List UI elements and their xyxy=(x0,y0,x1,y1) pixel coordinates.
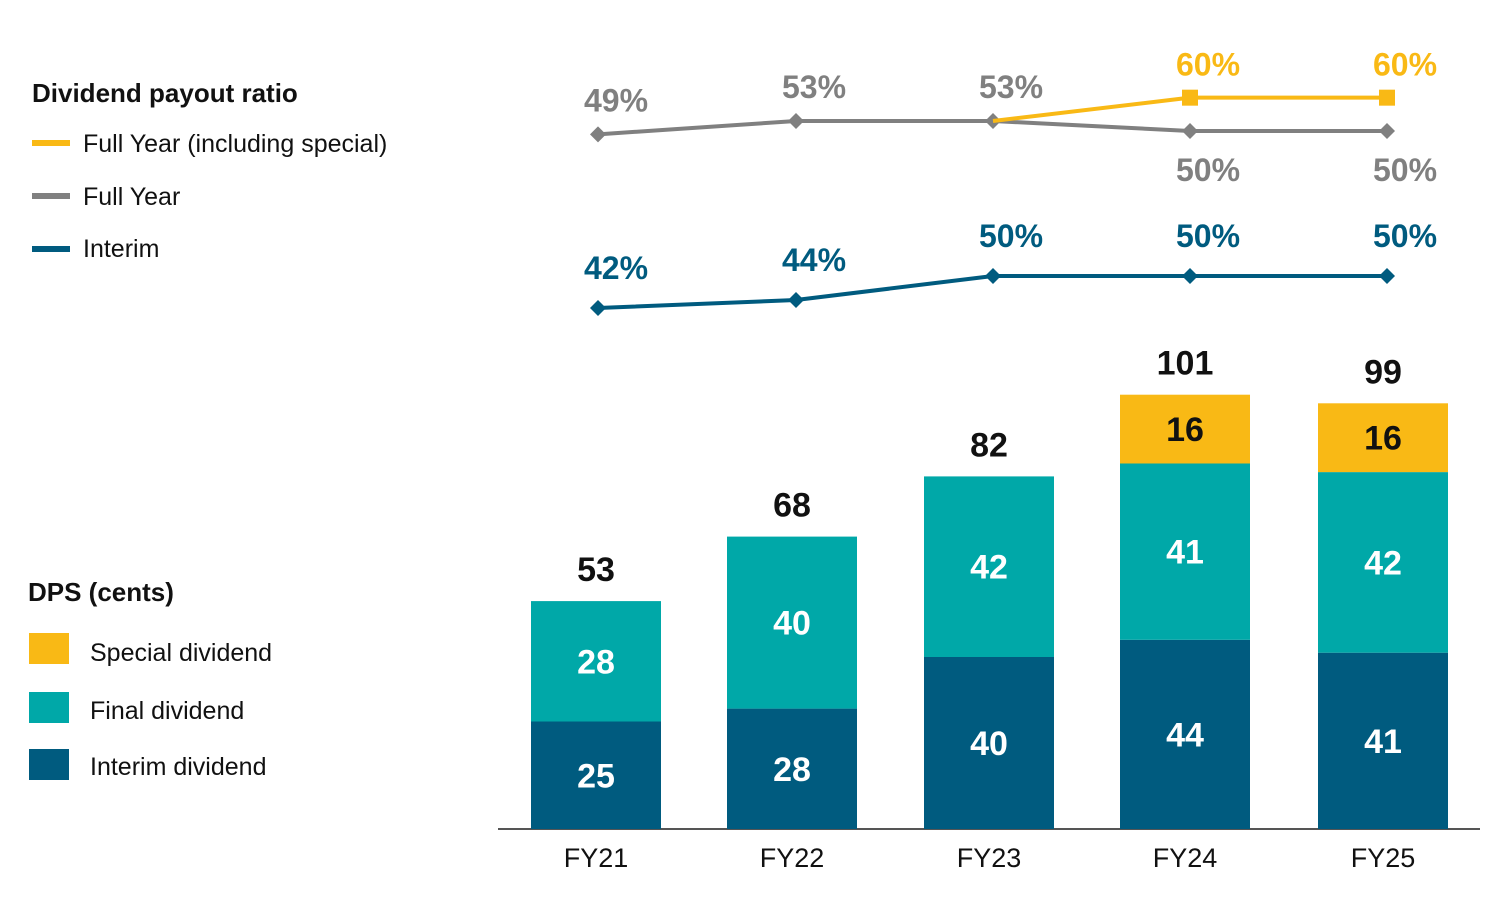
payout-legend-item-interim: Interim xyxy=(32,235,159,263)
total-label-fy25: 99 xyxy=(1364,353,1402,391)
total-label-fy22: 68 xyxy=(773,487,811,525)
data-label-interim-dividend-fy22: 28 xyxy=(773,751,811,789)
dps-legend-swatch-interim xyxy=(29,749,69,780)
bar-segment-final-dividend-fy23 xyxy=(924,476,1054,657)
marker-full-year-fy21 xyxy=(590,126,606,143)
payout-legend-swatch-full-year xyxy=(32,193,70,199)
payout-legend-swatch-interim xyxy=(32,246,70,252)
data-label-final-dividend-fy21: 28 xyxy=(577,643,615,681)
bar-segment-interim-dividend-fy22 xyxy=(727,708,857,829)
dps-legend-item-special: Special dividend xyxy=(29,633,272,667)
marker-full-year-fy24 xyxy=(1182,123,1198,139)
data-label-special-dividend-fy24: 16 xyxy=(1166,411,1204,449)
data-label-interim-dividend-fy24: 44 xyxy=(1166,716,1204,754)
marker-interim-fy24 xyxy=(1182,268,1198,284)
data-label-interim-fy23: 50% xyxy=(979,218,1043,254)
total-label-fy21: 53 xyxy=(577,551,615,589)
data-label-final-dividend-fy24: 41 xyxy=(1166,534,1204,572)
data-label-full-year-including-special-fy24: 60% xyxy=(1176,47,1240,83)
dps-legend-label-interim: Interim dividend xyxy=(90,753,266,781)
bar-segment-interim-dividend-fy23 xyxy=(924,657,1054,829)
bar-segment-final-dividend-fy25 xyxy=(1318,472,1448,653)
dps-legend-item-final: Final dividend xyxy=(29,692,244,725)
bar-segment-special-dividend-fy25 xyxy=(1318,403,1448,473)
data-label-final-dividend-fy25: 42 xyxy=(1364,544,1402,582)
bar-segment-final-dividend-fy21 xyxy=(531,601,661,722)
marker-interim-fy25 xyxy=(1379,268,1395,284)
data-label-interim-fy25: 50% xyxy=(1373,218,1437,254)
dps-legend-swatch-special xyxy=(29,633,69,664)
data-label-special-dividend-fy25: 16 xyxy=(1364,420,1402,458)
data-label-full-year-fy25: 50% xyxy=(1373,152,1437,188)
payout-legend-swatch-full-year-special xyxy=(32,140,70,146)
marker-full-year-including-special-fy24 xyxy=(1182,89,1198,106)
bar-segment-special-dividend-fy24 xyxy=(1120,394,1250,464)
marker-interim-fy21 xyxy=(590,300,606,316)
payout-legend-title: Dividend payout ratio xyxy=(32,78,298,108)
bar-segment-final-dividend-fy24 xyxy=(1120,463,1250,640)
marker-full-year-fy22 xyxy=(788,113,804,130)
total-label-fy23: 82 xyxy=(970,426,1008,464)
dps-legend-swatch-final xyxy=(29,692,69,723)
bar-segment-interim-dividend-fy24 xyxy=(1120,639,1250,829)
x-tick-fy21: FY21 xyxy=(564,843,629,873)
payout-legend-label-full-year: Full Year xyxy=(83,183,180,211)
data-label-full-year-fy23: 53% xyxy=(979,69,1043,105)
payout-legend-item-full-year: Full Year xyxy=(32,183,180,211)
x-tick-fy23: FY23 xyxy=(957,843,1022,873)
x-tick-fy24: FY24 xyxy=(1153,843,1218,873)
marker-full-year-fy25 xyxy=(1379,123,1395,139)
data-label-interim-fy24: 50% xyxy=(1176,218,1240,254)
dps-legend-label-final: Final dividend xyxy=(90,697,244,725)
bar-segment-final-dividend-fy22 xyxy=(727,536,857,709)
payout-legend-label-interim: Interim xyxy=(83,235,159,263)
plot-area: 25 28 53 FY21 28 40 68 FY22 40 42 82 FY23 44 41 16 101 F… xyxy=(531,47,1448,873)
data-label-interim-fy21: 42% xyxy=(584,250,648,286)
x-tick-fy22: FY22 xyxy=(760,843,825,873)
marker-full-year-including-special-fy25 xyxy=(1379,89,1395,106)
payout-legend-item-full-year-special: Full Year (including special) xyxy=(32,130,387,158)
marker-full-year-fy23 xyxy=(985,113,1001,130)
data-label-full-year-including-special-fy25: 60% xyxy=(1373,47,1437,83)
data-label-final-dividend-fy22: 40 xyxy=(773,605,811,643)
data-label-full-year-fy21: 49% xyxy=(584,82,648,118)
data-label-final-dividend-fy23: 42 xyxy=(970,549,1008,587)
dps-legend-label-special: Special dividend xyxy=(90,639,272,667)
payout-legend-label-full-year-special: Full Year (including special) xyxy=(83,130,387,158)
data-label-interim-dividend-fy21: 25 xyxy=(577,757,615,795)
bar-segment-interim-dividend-fy21 xyxy=(531,721,661,829)
bar-segment-interim-dividend-fy25 xyxy=(1318,652,1448,829)
data-label-full-year-fy24: 50% xyxy=(1176,152,1240,188)
marker-interim-fy23 xyxy=(985,268,1001,284)
data-label-interim-fy22: 44% xyxy=(782,242,846,278)
dps-legend-title: DPS (cents) xyxy=(28,577,174,607)
data-label-interim-dividend-fy25: 41 xyxy=(1364,723,1402,761)
data-label-full-year-fy22: 53% xyxy=(782,69,846,105)
marker-interim-fy22 xyxy=(788,292,804,308)
x-tick-fy25: FY25 xyxy=(1351,843,1416,873)
total-label-fy24: 101 xyxy=(1157,345,1214,383)
dps-legend-item-interim: Interim dividend xyxy=(29,749,266,781)
data-label-interim-dividend-fy23: 40 xyxy=(970,725,1008,763)
